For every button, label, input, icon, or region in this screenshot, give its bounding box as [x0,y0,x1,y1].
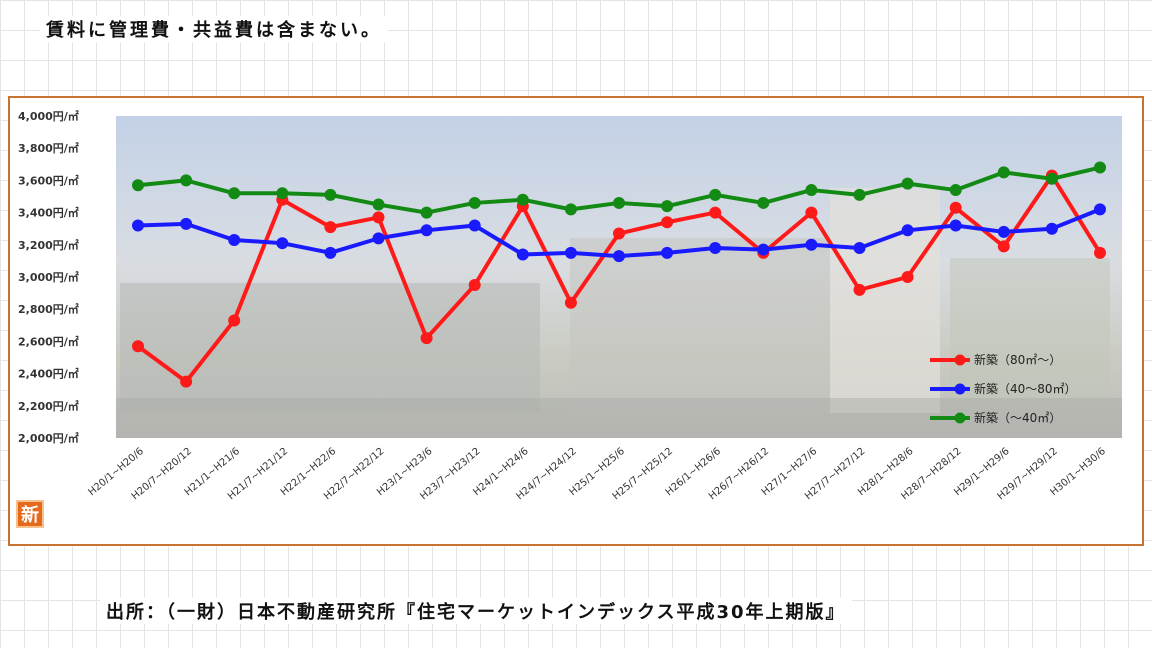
data-point [613,250,625,263]
data-point [901,177,914,190]
data-point [805,184,818,197]
data-point [132,340,144,353]
source-citation: 出所：（一財）日本不動産研究所『住宅マーケットインデックス平成30年上期版』 [100,598,852,624]
y-axis-ticks: 2,000円/㎡ 2,200円/㎡ 2,400円/㎡ 2,600円/㎡ 2,800円/㎡… [18,109,79,445]
data-point [949,219,962,232]
data-point [613,196,625,209]
legend-swatch-marker [954,354,966,366]
data-point [997,166,1010,179]
data-point [853,188,866,201]
series-layer [132,161,1106,388]
data-point [132,179,144,192]
rent-line-chart: 2,000円/㎡ 2,200円/㎡ 2,400円/㎡ 2,600円/㎡ 2,800円/㎡… [18,109,1122,502]
data-point [757,243,770,256]
data-point [468,196,481,209]
data-point [324,188,337,201]
data-point [276,187,289,200]
legend-label: 新築（～40㎡） [974,410,1061,425]
data-point [180,174,193,187]
legend-swatch-marker [954,412,966,424]
legend: 新築（80㎡～） 新築（40～80㎡） 新築（～40㎡） [930,352,1077,425]
x-axis-ticks: H20/1~H20/6H20/7~H20/12H21/1~H21/6H21/7~… [87,446,1108,502]
chart-frame: 2,000円/㎡ 2,200円/㎡ 2,400円/㎡ 2,600円/㎡ 2,800円/㎡… [8,96,1144,546]
data-point [709,188,722,201]
y-tick-label: 3,800円/㎡ [18,141,79,155]
data-point [420,206,433,219]
y-tick-label: 3,200円/㎡ [18,238,79,252]
data-point [853,242,866,255]
data-point [757,196,770,209]
legend-label: 新築（80㎡～） [974,352,1061,367]
plot-background [116,116,1122,438]
rent-note: 賃料に管理費・共益費は含まない。 [40,16,388,42]
data-point [1094,246,1106,259]
y-tick-label: 3,400円/㎡ [18,206,79,220]
y-tick-label: 4,000円/㎡ [18,109,79,123]
data-point [468,279,481,292]
data-point [613,227,625,240]
data-point [901,271,914,283]
data-point [949,201,962,214]
data-point [1094,161,1106,174]
data-point [661,246,674,259]
y-tick-label: 2,600円/㎡ [18,334,79,348]
data-point [516,193,529,206]
data-point [132,219,144,232]
data-point [564,203,577,216]
y-tick-label: 2,200円/㎡ [18,399,79,413]
data-point [661,200,674,213]
data-point [709,242,722,255]
data-point [420,332,433,345]
data-point [709,206,722,219]
legend-label: 新築（40～80㎡） [974,381,1077,396]
data-point [276,237,289,250]
data-point [516,248,529,261]
data-point [420,224,433,237]
y-tick-label: 2,400円/㎡ [18,367,79,381]
data-point [180,217,193,230]
data-point [661,216,674,229]
data-point [228,233,241,246]
data-point [228,187,241,200]
data-point [468,219,481,232]
data-point [997,240,1010,253]
y-tick-label: 3,000円/㎡ [18,270,79,284]
data-point [372,232,385,245]
data-point [997,225,1010,238]
data-point [853,283,866,296]
data-point [564,296,577,309]
shin-logo: 新 [16,500,44,528]
data-point [901,224,914,237]
data-point [372,211,385,224]
legend-swatch-marker [954,383,966,395]
data-point [805,206,818,219]
data-point [949,184,962,197]
data-point [180,375,193,388]
data-point [228,314,241,327]
data-point [324,246,337,259]
data-point [372,198,385,211]
data-point [1045,172,1058,185]
data-point [1045,222,1058,235]
y-tick-label: 3,600円/㎡ [18,173,79,187]
data-point [1094,203,1106,216]
data-point [324,221,337,234]
y-tick-label: 2,800円/㎡ [18,302,79,316]
data-point [564,246,577,259]
data-point [805,238,818,251]
y-tick-label: 2,000円/㎡ [18,431,79,445]
